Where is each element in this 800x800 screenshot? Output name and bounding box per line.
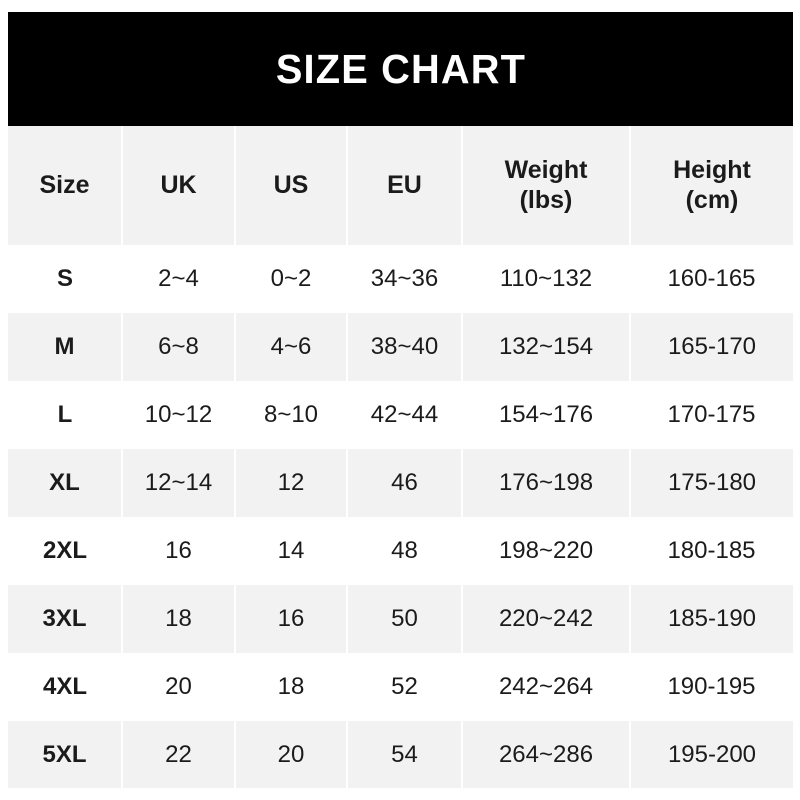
- cell-us: 12: [235, 449, 348, 517]
- cell-height: 165-170: [667, 333, 757, 360]
- title-band: SIZE CHART: [8, 12, 793, 126]
- table-row: XL 12~14 12 46 176~198 175-180: [8, 449, 793, 517]
- cell-eu: 54: [347, 721, 463, 788]
- page-title: SIZE CHART: [275, 45, 526, 92]
- table-row: L 10~12 8~10 42~44 154~176 170-175: [8, 381, 793, 449]
- table-row: 4XL 20 18 52 242~264 190-195: [8, 653, 793, 721]
- table-row: S 2~4 0~2 34~36 110~132 160-165: [8, 245, 793, 313]
- cell-uk: 20: [165, 673, 192, 700]
- cell-eu: 46: [347, 449, 463, 517]
- cell-height: 195-200: [667, 741, 757, 768]
- table-row: M 6~8 4~6 38~40 132~154 165-170: [8, 313, 793, 381]
- cell-weight: 154~176: [498, 401, 594, 428]
- cell-weight: 264~286: [462, 721, 631, 788]
- cell-size: 2XL: [42, 537, 87, 564]
- cell-eu: 34~36: [370, 265, 439, 292]
- cell-size: 4XL: [42, 673, 87, 700]
- column-header-weight-line1: Weight: [504, 156, 588, 184]
- cell-eu: 48: [391, 537, 418, 564]
- cell-us: 16: [235, 585, 348, 653]
- column-header-uk-line1: UK: [160, 170, 197, 199]
- cell-size: 5XL: [8, 721, 123, 788]
- cell-us: 8~10: [263, 401, 319, 428]
- cell-uk: 16: [165, 537, 192, 564]
- cell-height: 170-175: [667, 401, 756, 428]
- column-header-us-line1: US: [273, 170, 309, 199]
- table-header-row: Size UK US EU Weight (lbs) Height (cm): [8, 126, 793, 245]
- cell-size: L: [57, 401, 73, 428]
- cell-us: 0~2: [270, 265, 312, 292]
- cell-weight: 242~264: [498, 673, 594, 700]
- cell-weight: 198~220: [498, 537, 594, 564]
- column-header-height: Height (cm): [630, 126, 793, 245]
- cell-us: 14: [277, 537, 305, 564]
- cell-height: 175-180: [667, 469, 757, 496]
- cell-uk: 2~4: [158, 265, 199, 292]
- cell-eu: 52: [391, 673, 418, 700]
- table-row: 2XL 16 14 48 198~220 180-185: [8, 517, 793, 585]
- column-header-height-line1: Height: [673, 156, 751, 184]
- column-header-weight: Weight (lbs): [462, 126, 631, 245]
- cell-size: S: [56, 265, 73, 292]
- cell-size: 3XL: [8, 585, 123, 653]
- cell-height: 180-185: [667, 537, 756, 564]
- table-body: S 2~4 0~2 34~36 110~132 160-165 M 6~8 4~…: [8, 245, 793, 788]
- column-header-us: US: [235, 126, 348, 245]
- cell-uk: 6~8: [122, 313, 236, 381]
- column-header-eu: EU: [347, 126, 463, 245]
- column-header-size: Size: [8, 126, 123, 245]
- size-chart-card: SIZE CHART Size UK US EU W: [8, 12, 793, 788]
- cell-us: 4~6: [235, 313, 348, 381]
- cell-uk: 22: [122, 721, 236, 788]
- cell-weight: 220~242: [462, 585, 631, 653]
- cell-height: 190-195: [667, 673, 756, 700]
- cell-eu: 50: [347, 585, 463, 653]
- cell-eu: 42~44: [370, 401, 439, 428]
- cell-uk: 12~14: [122, 449, 236, 517]
- cell-us: 20: [235, 721, 348, 788]
- column-header-eu-line1: EU: [387, 170, 422, 199]
- cell-weight: 110~132: [499, 265, 593, 292]
- cell-size: M: [8, 313, 123, 381]
- cell-weight: 132~154: [462, 313, 631, 381]
- cell-height: 160-165: [667, 265, 756, 292]
- cell-us: 18: [277, 673, 305, 700]
- cell-height: 185-190: [667, 605, 757, 632]
- cell-weight: 176~198: [462, 449, 631, 517]
- cell-uk: 10~12: [144, 401, 213, 428]
- size-chart-table: Size UK US EU Weight (lbs) Height (cm): [8, 126, 793, 788]
- table-row: 5XL 22 20 54 264~286 195-200: [8, 721, 793, 788]
- cell-uk: 18: [122, 585, 236, 653]
- column-header-weight-unit: (lbs): [519, 185, 573, 214]
- table-row: 3XL 18 16 50 220~242 185-190: [8, 585, 793, 653]
- column-header-size-line1: Size: [39, 170, 90, 199]
- cell-size: XL: [8, 449, 123, 517]
- column-header-uk: UK: [122, 126, 236, 245]
- column-header-height-unit: (cm): [685, 185, 739, 214]
- cell-eu: 38~40: [347, 313, 463, 381]
